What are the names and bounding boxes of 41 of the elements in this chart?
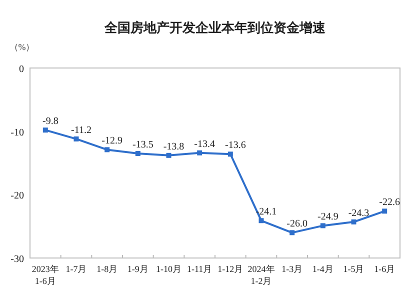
- point: [382, 208, 388, 214]
- point: [135, 151, 140, 156]
- data-label: -13.5: [132, 140, 154, 150]
- x-tick-label: 1-3月: [282, 264, 303, 274]
- chart-title: 全国房地产开发企业本年到位资金增速: [104, 20, 326, 35]
- x-tick-label: 1-11月: [186, 264, 212, 274]
- data-label: -24.3: [348, 208, 370, 219]
- x-tick-label: 1-8月: [96, 264, 118, 274]
- y-axis-title: （%）: [9, 42, 35, 52]
- data-label: -11.2: [71, 124, 92, 136]
- x-tick-label: 1-5月: [343, 264, 364, 274]
- x-tick-label: 1-10月: [156, 264, 182, 274]
- point: [42, 128, 48, 133]
- point: [258, 218, 264, 224]
- data-label: -9.8: [42, 116, 58, 128]
- x-tick-label: 1-9月: [127, 264, 148, 274]
- data-label: -26.0: [286, 218, 308, 230]
- data-label: -24.9: [317, 212, 338, 223]
- point: [197, 150, 202, 156]
- x-tick-label: 2023年 1-6月: [32, 264, 59, 286]
- y-tick-label: -30: [10, 254, 24, 265]
- point: [104, 147, 110, 152]
- data-label: -13.4: [194, 138, 216, 150]
- y-tick-label: -20: [10, 190, 24, 202]
- point: [74, 136, 79, 142]
- data-label: -12.9: [102, 136, 123, 147]
- x-tick-label: 1-4月: [312, 264, 334, 274]
- data-label: -13.6: [224, 140, 246, 152]
- x-tick-label: 1-6月: [374, 264, 396, 274]
- data-label: -13.8: [163, 141, 184, 152]
- point: [320, 223, 326, 228]
- x-tick-label: 1-12月: [218, 264, 244, 274]
- y-tick-label: 0: [19, 64, 24, 75]
- point: [351, 219, 356, 224]
- y-tick-label: -10: [10, 127, 24, 138]
- point: [228, 152, 233, 157]
- data-label: -22.6: [379, 197, 400, 208]
- point: [166, 152, 172, 158]
- x-tick-label: 2024年 1-2月: [248, 264, 275, 286]
- x-tick-label: 1-7月: [66, 264, 87, 274]
- point: [290, 230, 295, 236]
